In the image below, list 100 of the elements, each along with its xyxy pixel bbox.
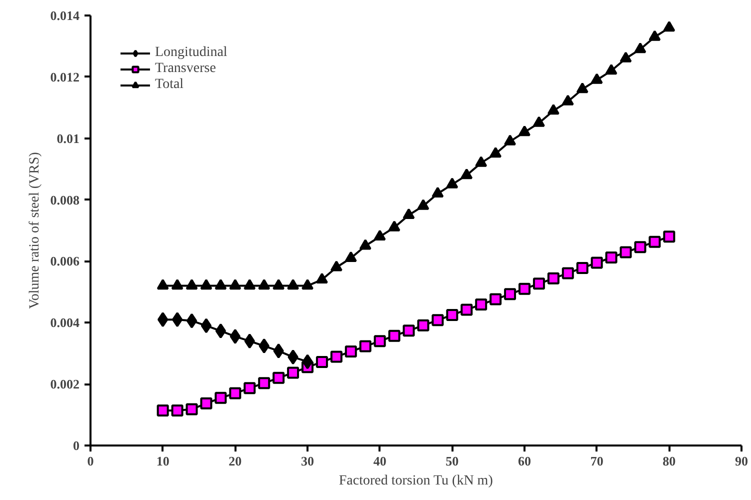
point	[330, 260, 342, 272]
point	[359, 239, 372, 250]
point	[576, 262, 588, 274]
point	[374, 335, 386, 348]
point	[359, 340, 372, 352]
point	[214, 279, 227, 290]
point	[316, 356, 328, 368]
point	[518, 282, 530, 295]
point	[504, 288, 516, 300]
point	[576, 82, 588, 94]
point	[287, 366, 300, 379]
point	[562, 94, 574, 106]
point	[200, 397, 212, 410]
point	[215, 323, 226, 338]
point	[158, 312, 168, 328]
point	[230, 328, 240, 344]
point	[648, 30, 661, 41]
point	[590, 256, 603, 269]
y-tick-label: 0.008	[50, 192, 80, 208]
legend-label: Total	[155, 77, 184, 93]
x-tick-label: 50	[446, 454, 459, 468]
point	[156, 404, 169, 416]
point	[547, 272, 560, 284]
point	[475, 298, 488, 311]
point	[344, 346, 357, 358]
y-tick-label: 0.012	[50, 69, 80, 84]
x-tick-label: 40	[373, 454, 386, 468]
point	[634, 241, 646, 254]
x-tick-label: 80	[662, 454, 676, 468]
point	[402, 208, 415, 220]
x-tick-label: 60	[518, 454, 531, 468]
point	[214, 392, 227, 404]
y-tick-label: 0.006	[50, 254, 80, 269]
point	[302, 354, 313, 370]
y-tick-label: 0.014	[50, 8, 80, 23]
point	[316, 272, 328, 284]
point	[171, 404, 184, 416]
point	[432, 314, 444, 326]
point	[330, 350, 342, 363]
point	[562, 267, 574, 280]
point	[547, 104, 560, 115]
legend-label: Longitudinal	[155, 45, 228, 61]
point	[446, 178, 458, 188]
point	[287, 279, 300, 290]
legend-label: Transverse	[155, 61, 216, 77]
point	[475, 156, 488, 167]
point	[634, 42, 646, 54]
point	[648, 236, 661, 248]
x-tick-label: 90	[735, 454, 748, 468]
point	[186, 403, 198, 416]
point	[156, 279, 169, 290]
point	[490, 146, 502, 158]
point	[532, 278, 545, 290]
x-tick-label: 0	[87, 454, 94, 468]
point	[272, 372, 285, 384]
point	[272, 279, 285, 290]
point	[460, 304, 473, 316]
y-tick-label: 0.002	[50, 376, 80, 392]
point	[258, 338, 270, 354]
point	[186, 279, 198, 290]
point	[518, 125, 530, 136]
point	[229, 387, 242, 400]
point	[532, 116, 545, 127]
point	[200, 279, 212, 290]
y-tick-label: 0.01	[56, 130, 80, 146]
point	[417, 199, 430, 210]
x-tick-label: 70	[590, 454, 604, 468]
y-tick-label: 0.004	[50, 315, 80, 330]
point	[620, 246, 632, 258]
point	[590, 73, 603, 84]
point	[374, 230, 386, 241]
point	[490, 293, 502, 306]
point	[460, 168, 473, 180]
y-axis-title: Volume ratio of steel (VRS)	[27, 152, 42, 309]
point	[288, 350, 298, 365]
point	[388, 220, 400, 232]
point	[620, 52, 632, 62]
point	[186, 313, 198, 328]
x-tick-label: 30	[301, 454, 314, 468]
point	[229, 279, 242, 290]
point	[388, 330, 400, 342]
point	[663, 21, 676, 32]
point	[258, 279, 270, 290]
point	[244, 334, 255, 349]
x-axis-title: Factored torsion Tu (kN m)	[338, 474, 494, 488]
point	[402, 324, 415, 337]
point	[605, 64, 618, 75]
point	[446, 308, 458, 321]
point	[172, 312, 183, 328]
point	[302, 279, 314, 290]
point	[344, 251, 357, 262]
point	[200, 318, 212, 334]
point	[258, 377, 270, 390]
point	[244, 382, 256, 394]
point	[504, 134, 516, 146]
x-tick-label: 10	[156, 454, 170, 468]
x-tick-label: 20	[228, 454, 242, 468]
point	[273, 343, 284, 358]
point	[432, 186, 444, 198]
point	[605, 252, 618, 264]
